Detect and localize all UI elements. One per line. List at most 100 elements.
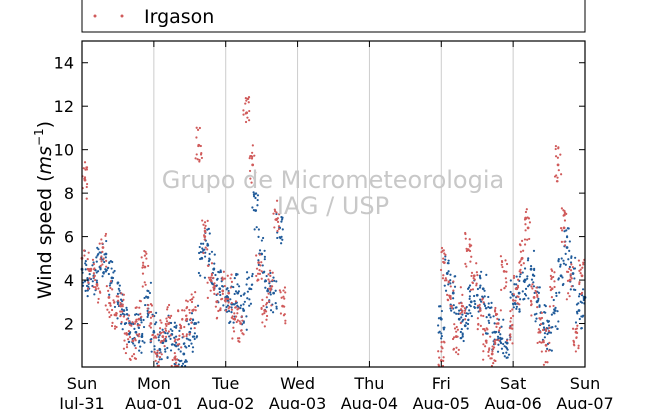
data-point [444, 277, 447, 280]
data-point [440, 345, 443, 348]
data-point [543, 332, 547, 335]
data-point [509, 320, 512, 323]
data-point [543, 336, 546, 339]
data-point [130, 322, 133, 325]
data-point [85, 166, 88, 169]
data-point [524, 287, 528, 290]
data-point [468, 284, 472, 287]
data-point [188, 308, 191, 312]
plot-frame [82, 41, 585, 367]
data-point [481, 287, 485, 291]
data-point [206, 248, 209, 251]
data-point [122, 293, 125, 296]
data-point [487, 302, 490, 305]
data-point [115, 311, 118, 315]
data-point [192, 308, 195, 311]
data-point [527, 257, 530, 260]
data-point [111, 260, 114, 264]
data-point [569, 261, 573, 264]
data-point [98, 242, 101, 245]
data-point [530, 303, 533, 306]
data-point [125, 306, 128, 309]
data-point [447, 281, 450, 284]
data-point [544, 361, 547, 364]
data-point [181, 309, 184, 312]
data-point [154, 359, 157, 362]
data-point [530, 278, 534, 281]
data-point [236, 319, 239, 322]
data-point [470, 255, 473, 258]
data-point [492, 315, 495, 318]
data-point [443, 252, 446, 255]
data-point [193, 332, 196, 335]
data-point [153, 350, 156, 354]
data-point [254, 171, 257, 174]
data-point [554, 145, 558, 148]
data-point [267, 292, 270, 295]
data-point [442, 359, 445, 362]
data-point [206, 296, 209, 299]
data-point [166, 346, 169, 350]
data-point [86, 294, 89, 298]
data-point [147, 304, 150, 307]
data-point [239, 322, 243, 325]
data-point [493, 330, 496, 333]
data-point [167, 322, 170, 326]
data-point [123, 339, 126, 342]
data-point [91, 258, 95, 261]
data-point [512, 299, 515, 302]
data-point [214, 273, 217, 277]
data-point [236, 312, 239, 315]
data-point [121, 312, 124, 315]
data-point [563, 219, 567, 222]
data-point [171, 329, 174, 332]
data-point [214, 305, 217, 308]
y-tick-label: 8 [64, 184, 74, 203]
data-point [452, 348, 455, 351]
data-point [174, 344, 177, 347]
data-point [541, 328, 545, 332]
data-point [557, 259, 560, 262]
data-point [201, 219, 204, 222]
data-point [486, 328, 489, 331]
data-point [500, 342, 503, 345]
data-point [153, 323, 157, 326]
data-point [185, 333, 188, 336]
data-point [553, 308, 556, 311]
data-point [536, 299, 540, 302]
data-point [246, 97, 249, 100]
data-point [501, 265, 504, 269]
data-point [557, 320, 560, 323]
data-point [234, 290, 238, 293]
data-point [196, 304, 200, 307]
data-point [248, 169, 252, 173]
data-point [160, 358, 163, 361]
data-point [100, 238, 103, 241]
data-point [518, 303, 521, 306]
data-point [148, 324, 151, 327]
data-point [495, 325, 498, 328]
data-point [213, 292, 216, 295]
data-point [250, 157, 254, 160]
data-point [83, 161, 87, 164]
data-point [230, 280, 234, 283]
data-point [110, 267, 113, 270]
y-axis-label-unit: ms [34, 146, 56, 175]
data-point [108, 293, 111, 296]
data-point [244, 102, 247, 105]
data-point [281, 216, 284, 219]
data-point [88, 269, 91, 273]
data-point [116, 302, 120, 306]
data-point [544, 350, 548, 353]
data-point [136, 324, 139, 327]
data-point [236, 273, 239, 276]
data-point [194, 290, 197, 294]
data-point [514, 299, 517, 302]
data-point [237, 285, 241, 288]
x-tick-label: Aug-02 [197, 394, 254, 409]
data-point [461, 309, 464, 313]
data-point [580, 274, 584, 278]
data-point [97, 252, 100, 256]
data-point [140, 321, 143, 324]
data-point [158, 358, 161, 361]
